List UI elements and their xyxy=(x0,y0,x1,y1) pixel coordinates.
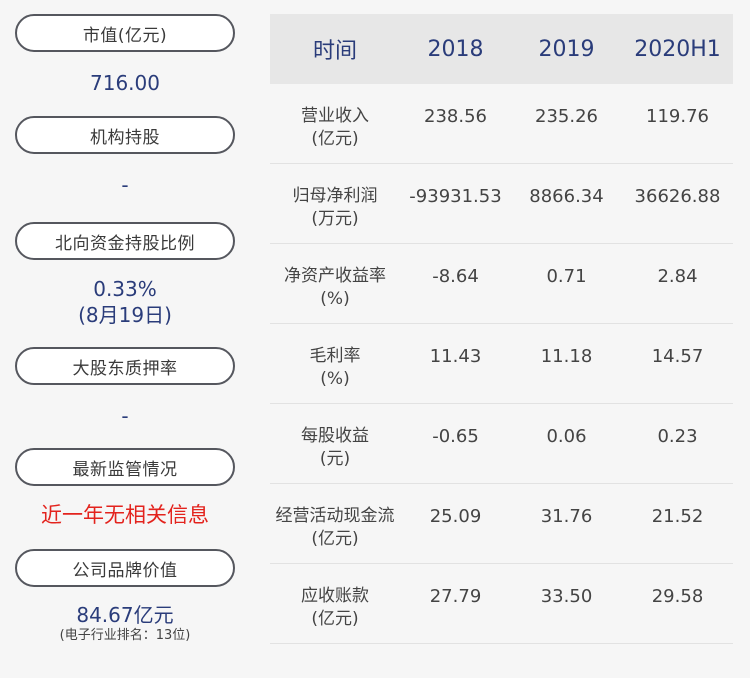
market-cap-label: 市值(亿元) xyxy=(15,14,235,52)
table-row: 营业收入 (亿元) 238.56 235.26 119.76 xyxy=(270,84,733,164)
institution-holding-label: 机构持股 xyxy=(15,116,235,154)
market-cap-value: 716.00 xyxy=(90,71,160,95)
row-label-text: 净资产收益率 xyxy=(284,266,386,286)
row-label: 净资产收益率 (%) xyxy=(270,244,400,311)
table-row: 毛利率 (%) 11.43 11.18 14.57 xyxy=(270,324,733,404)
table-cell: 0.71 xyxy=(546,266,587,287)
table-cell: -93931.53 xyxy=(409,186,502,207)
table-cell: -8.64 xyxy=(432,266,479,287)
table-row: 应收账款 (亿元) 27.79 33.50 29.58 xyxy=(270,564,733,644)
header-2020h1: 2020H1 xyxy=(634,36,721,62)
table-cell: 25.09 xyxy=(429,506,482,527)
header-2019: 2019 xyxy=(538,36,595,62)
table-cell: 119.76 xyxy=(646,106,709,127)
northbound-ratio-date: (8月19日) xyxy=(78,303,172,327)
row-label-text: 营业收入 xyxy=(301,106,369,126)
row-label-text: 经营活动现金流 xyxy=(275,506,395,526)
row-label: 归母净利润 (万元) xyxy=(270,164,400,231)
northbound-ratio-label: 北向资金持股比例 xyxy=(15,222,235,260)
table-row: 净资产收益率 (%) -8.64 0.71 2.84 xyxy=(270,244,733,324)
row-unit: (亿元) xyxy=(311,529,359,549)
row-label-text: 应收账款 xyxy=(301,586,369,606)
brand-value-label: 公司品牌价值 xyxy=(15,549,235,587)
header-period: 时间 xyxy=(312,39,357,64)
row-label: 经营活动现金流 (亿元) xyxy=(270,484,400,551)
table-cell: 33.50 xyxy=(540,586,593,607)
table-cell: 0.06 xyxy=(546,426,587,447)
table-cell: 2.84 xyxy=(657,266,698,287)
regulatory-status-label: 最新监管情况 xyxy=(15,448,235,486)
row-unit: (元) xyxy=(319,449,351,469)
table-cell: 29.58 xyxy=(651,586,704,607)
northbound-ratio-value: 0.33% xyxy=(93,277,157,301)
table-cell: 27.79 xyxy=(429,586,482,607)
header-2018: 2018 xyxy=(427,36,484,62)
regulatory-status-value: 近一年无相关信息 xyxy=(41,503,209,527)
table-cell: 235.26 xyxy=(535,106,598,127)
row-unit: (亿元) xyxy=(311,129,359,149)
table-cell: 36626.88 xyxy=(634,186,721,207)
table-row: 经营活动现金流 (亿元) 25.09 31.76 21.52 xyxy=(270,484,733,564)
brand-value-value: 84.67亿元 xyxy=(76,603,174,627)
pledge-rate-label: 大股东质押率 xyxy=(15,347,235,385)
financial-table: 时间 2018 2019 2020H1 营业收入 (亿元) 238.56 235.… xyxy=(270,14,733,644)
row-unit: (万元) xyxy=(311,209,359,229)
row-label: 毛利率 (%) xyxy=(270,324,400,391)
table-cell: -0.65 xyxy=(432,426,479,447)
institution-holding-value: - xyxy=(121,173,129,197)
table-cell: 31.76 xyxy=(540,506,593,527)
brand-value-rank-note: (电子行业排名：13位) xyxy=(59,628,191,643)
row-label: 营业收入 (亿元) xyxy=(270,84,400,151)
table-cell: 0.23 xyxy=(657,426,698,447)
row-label: 应收账款 (亿元) xyxy=(270,564,400,631)
table-cell: 21.52 xyxy=(651,506,704,527)
table-cell: 238.56 xyxy=(424,106,487,127)
row-label-text: 归母净利润 xyxy=(292,186,378,206)
left-panel: 市值(亿元) 716.00 机构持股 - 北向资金持股比例 0.33% (8月1… xyxy=(15,14,235,644)
table-row: 归母净利润 (万元) -93931.53 8866.34 36626.88 xyxy=(270,164,733,244)
table-header: 时间 2018 2019 2020H1 xyxy=(270,14,733,84)
table-row: 每股收益 (元) -0.65 0.06 0.23 xyxy=(270,404,733,484)
row-label-text: 毛利率 xyxy=(309,346,361,366)
table-cell: 11.43 xyxy=(429,346,482,367)
table-cell: 14.57 xyxy=(651,346,704,367)
pledge-rate-value: - xyxy=(121,404,129,428)
row-unit: (亿元) xyxy=(311,609,359,629)
table-cell: 11.18 xyxy=(540,346,593,367)
table-cell: 8866.34 xyxy=(529,186,604,207)
row-unit: (%) xyxy=(320,369,350,389)
row-label-text: 每股收益 xyxy=(301,426,369,446)
row-unit: (%) xyxy=(320,289,350,309)
row-label: 每股收益 (元) xyxy=(270,404,400,471)
